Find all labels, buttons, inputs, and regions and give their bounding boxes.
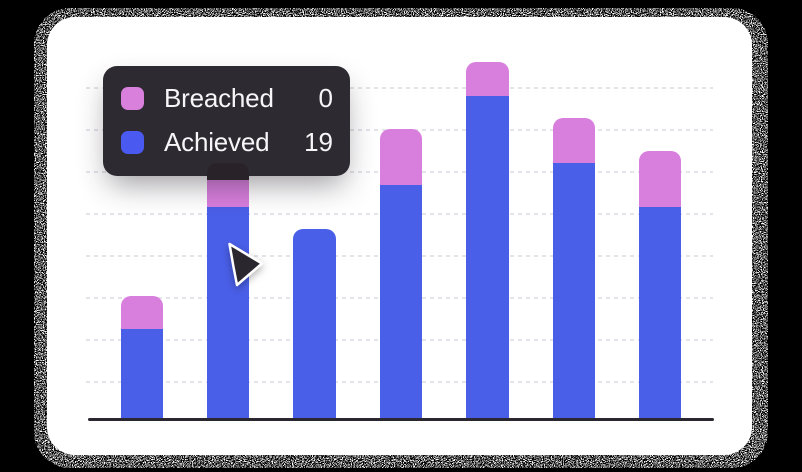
mouse-cursor-icon (228, 242, 264, 287)
tooltip-row-breached: Breached 0 (103, 76, 350, 120)
bar-segment-breached (379, 129, 423, 185)
chart-tooltip: Breached 0 Achieved 19 (103, 66, 350, 176)
tooltip-label: Achieved (164, 126, 270, 157)
hovered-bar-overlay (206, 162, 250, 180)
bar-5[interactable] (466, 62, 509, 419)
tooltip-value: 0 (318, 82, 333, 113)
bar-segment-breached (638, 151, 682, 208)
bar-4[interactable] (379, 129, 423, 419)
bar-segment-achieved (466, 95, 509, 419)
bar-segment-achieved (638, 207, 682, 419)
bar-7[interactable] (638, 151, 682, 419)
x-axis-line (88, 418, 714, 421)
tooltip-value: 19 (304, 126, 333, 157)
bar-6[interactable] (552, 117, 595, 419)
bar-segment-achieved (293, 229, 336, 419)
bar-segment-breached (552, 117, 595, 163)
chart-card: Breached 0 Achieved 19 (47, 17, 752, 455)
bar-segment-achieved (206, 207, 250, 419)
breached-swatch-icon (121, 86, 144, 110)
achieved-swatch-icon (121, 130, 144, 154)
bar-segment-achieved (120, 329, 163, 419)
tooltip-label: Breached (164, 82, 274, 113)
bar-segment-breached (120, 296, 163, 330)
bar-segment-breached (466, 62, 509, 96)
gridline (86, 87, 713, 89)
bar-1[interactable] (120, 296, 163, 419)
bar-segment-achieved (379, 184, 423, 419)
bar-segment-achieved (552, 162, 595, 419)
tooltip-row-achieved: Achieved 19 (103, 120, 350, 164)
bar-3[interactable] (293, 229, 336, 419)
